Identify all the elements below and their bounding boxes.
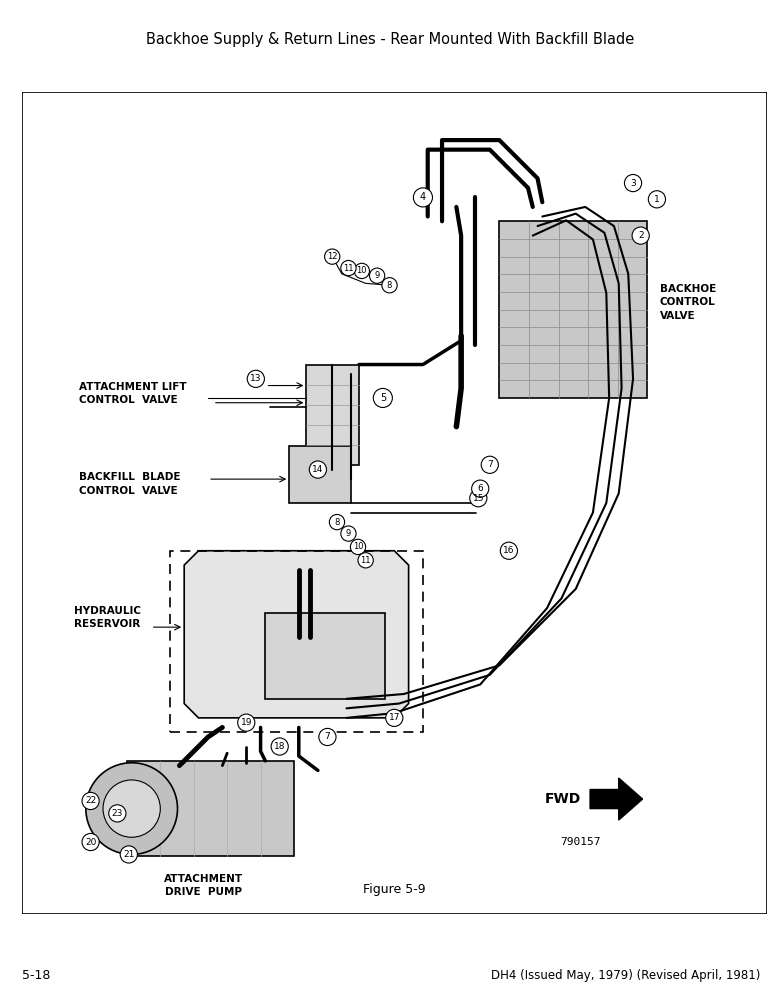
Circle shape xyxy=(354,263,370,279)
Text: 22: 22 xyxy=(85,796,96,805)
Circle shape xyxy=(500,542,517,559)
Circle shape xyxy=(625,174,642,192)
Circle shape xyxy=(374,388,392,408)
Circle shape xyxy=(382,278,397,293)
Text: 5: 5 xyxy=(380,393,386,403)
Circle shape xyxy=(120,846,137,863)
Text: 4: 4 xyxy=(420,192,426,202)
Bar xyxy=(499,221,647,398)
Polygon shape xyxy=(590,778,643,820)
Text: 10: 10 xyxy=(356,266,367,275)
Circle shape xyxy=(385,709,403,726)
Text: 17: 17 xyxy=(388,713,400,722)
Circle shape xyxy=(86,763,178,854)
Text: DH4 (Issued May, 1979) (Revised April, 1981): DH4 (Issued May, 1979) (Revised April, 1… xyxy=(491,969,760,982)
Text: BACKFILL  BLADE
CONTROL  VALVE: BACKFILL BLADE CONTROL VALVE xyxy=(79,472,181,495)
Bar xyxy=(289,446,351,503)
Text: 15: 15 xyxy=(473,494,484,503)
Text: 14: 14 xyxy=(312,465,324,474)
Bar xyxy=(265,613,385,699)
Text: HYDRAULIC
RESERVOIR: HYDRAULIC RESERVOIR xyxy=(74,606,141,629)
Circle shape xyxy=(82,792,99,810)
Text: BACKHOE
CONTROL
VALVE: BACKHOE CONTROL VALVE xyxy=(660,284,716,321)
Circle shape xyxy=(82,833,99,851)
Text: Figure 5-9: Figure 5-9 xyxy=(363,883,426,896)
Bar xyxy=(307,365,359,465)
Text: 20: 20 xyxy=(85,838,96,847)
Circle shape xyxy=(324,249,340,264)
Text: 12: 12 xyxy=(327,252,338,261)
Text: 7: 7 xyxy=(324,732,330,741)
Text: 11: 11 xyxy=(343,264,353,273)
Circle shape xyxy=(632,227,649,244)
Polygon shape xyxy=(184,551,409,718)
Text: ATTACHMENT
DRIVE  PUMP: ATTACHMENT DRIVE PUMP xyxy=(164,874,243,897)
Text: 19: 19 xyxy=(240,718,252,727)
Circle shape xyxy=(341,260,356,276)
Circle shape xyxy=(470,490,487,507)
Text: 9: 9 xyxy=(374,271,380,280)
Text: 8: 8 xyxy=(387,281,392,290)
Circle shape xyxy=(271,738,289,755)
Bar xyxy=(127,761,294,856)
Circle shape xyxy=(247,370,264,387)
Circle shape xyxy=(413,188,432,207)
Text: 23: 23 xyxy=(112,809,123,818)
Text: 790157: 790157 xyxy=(560,837,601,847)
Circle shape xyxy=(329,514,345,530)
Text: 21: 21 xyxy=(123,850,134,859)
Circle shape xyxy=(472,480,489,497)
Text: 11: 11 xyxy=(360,556,371,565)
Text: 1: 1 xyxy=(654,195,660,204)
Circle shape xyxy=(238,714,255,731)
Circle shape xyxy=(319,728,336,746)
Text: 8: 8 xyxy=(335,518,339,527)
Circle shape xyxy=(341,526,356,541)
Text: 3: 3 xyxy=(630,179,636,188)
Text: 16: 16 xyxy=(503,546,515,555)
Circle shape xyxy=(103,780,161,837)
Text: FWD: FWD xyxy=(544,792,580,806)
Text: 10: 10 xyxy=(353,542,363,551)
Bar xyxy=(170,551,423,732)
Text: 13: 13 xyxy=(250,374,261,383)
Circle shape xyxy=(648,191,665,208)
Text: Backhoe Supply & Return Lines - Rear Mounted With Backfill Blade: Backhoe Supply & Return Lines - Rear Mou… xyxy=(146,32,634,47)
Text: 9: 9 xyxy=(346,529,351,538)
Circle shape xyxy=(350,539,366,555)
Text: 6: 6 xyxy=(477,484,483,493)
Circle shape xyxy=(370,268,385,283)
Text: 5-18: 5-18 xyxy=(22,969,50,982)
Text: 7: 7 xyxy=(487,460,493,469)
Circle shape xyxy=(481,456,498,473)
Text: 18: 18 xyxy=(274,742,285,751)
Circle shape xyxy=(310,461,327,478)
Circle shape xyxy=(108,805,126,822)
Text: 2: 2 xyxy=(638,231,644,240)
Text: ATTACHMENT LIFT
CONTROL  VALVE: ATTACHMENT LIFT CONTROL VALVE xyxy=(79,382,186,405)
Circle shape xyxy=(358,553,374,568)
